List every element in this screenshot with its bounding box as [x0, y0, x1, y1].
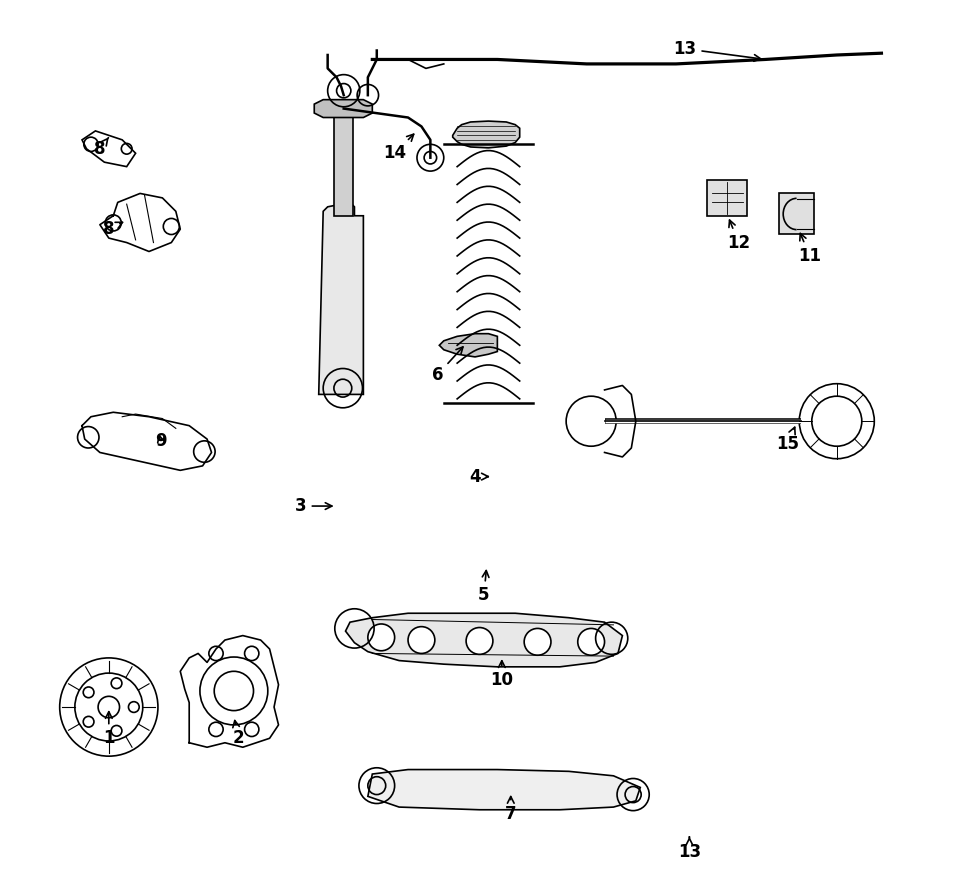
Polygon shape: [334, 108, 353, 216]
Text: 9: 9: [154, 432, 167, 450]
Text: 8: 8: [94, 138, 108, 158]
Text: 8: 8: [103, 220, 123, 238]
Text: 6: 6: [432, 347, 463, 383]
Text: 11: 11: [799, 234, 822, 265]
Text: 12: 12: [727, 220, 750, 252]
Text: 15: 15: [776, 427, 799, 452]
Polygon shape: [453, 121, 520, 148]
Circle shape: [408, 626, 434, 653]
Polygon shape: [708, 180, 747, 216]
Text: 13: 13: [673, 39, 760, 61]
Circle shape: [368, 624, 395, 650]
Polygon shape: [345, 613, 622, 667]
Text: 2: 2: [232, 720, 245, 747]
Polygon shape: [318, 202, 363, 394]
Text: 7: 7: [505, 797, 517, 823]
Text: 3: 3: [295, 497, 332, 515]
Polygon shape: [779, 194, 814, 234]
Circle shape: [525, 628, 551, 655]
Text: 5: 5: [479, 571, 490, 605]
Circle shape: [577, 628, 604, 655]
Polygon shape: [315, 99, 372, 117]
Text: 4: 4: [469, 468, 488, 486]
Polygon shape: [368, 770, 641, 810]
Text: 10: 10: [490, 660, 513, 689]
Circle shape: [466, 627, 493, 654]
Polygon shape: [439, 333, 498, 357]
Text: 13: 13: [678, 837, 701, 861]
Text: 1: 1: [103, 711, 114, 747]
Text: 14: 14: [383, 134, 413, 162]
